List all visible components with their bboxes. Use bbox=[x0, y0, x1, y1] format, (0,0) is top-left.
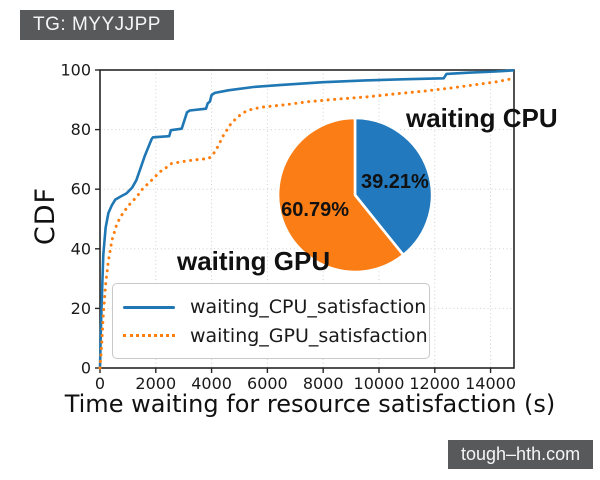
tag-badge: TG: MYYJJPP bbox=[20, 10, 174, 40]
x-tick-label: 4000 bbox=[191, 374, 232, 393]
legend-row-gpu: waiting_GPU_satisfaction bbox=[123, 325, 428, 347]
y-tick-label: 40 bbox=[71, 239, 91, 258]
x-axis-label: Time waiting for resource satisfaction (… bbox=[64, 390, 556, 418]
x-tick-label: 6000 bbox=[247, 374, 288, 393]
y-axis-label: CDF bbox=[30, 186, 61, 246]
cdf-line-gpu bbox=[98, 76, 516, 370]
cdf-line-cpu bbox=[98, 69, 515, 369]
x-tick-label: 0 bbox=[95, 374, 105, 393]
pie-label-waiting-gpu: waiting GPU bbox=[177, 246, 331, 276]
y-tick-label: 60 bbox=[71, 180, 91, 199]
x-tick-label: 12000 bbox=[409, 374, 460, 393]
legend-row-cpu: waiting_CPU_satisfaction bbox=[123, 296, 426, 318]
plot-frame bbox=[99, 69, 515, 369]
pie-inset: 39.21% 60.79% bbox=[276, 116, 434, 274]
pie-percent-cpu: 39.21% bbox=[361, 171, 429, 193]
x-tick-label: 14000 bbox=[465, 374, 516, 393]
x-tick-label: 10000 bbox=[354, 374, 405, 393]
pie-slice-gpu bbox=[276, 116, 405, 274]
y-tick-label: 20 bbox=[71, 299, 91, 318]
y-tick-label: 80 bbox=[71, 120, 91, 139]
legend-swatch-cpu bbox=[123, 305, 175, 309]
legend-label-cpu: waiting_CPU_satisfaction bbox=[190, 296, 427, 319]
pie-slice-cpu bbox=[353, 116, 434, 257]
y-tick-label: 0 bbox=[81, 359, 91, 378]
tag-text: TG: MYYJJPP bbox=[33, 14, 161, 35]
pie-label-waiting-cpu: waiting CPU bbox=[406, 103, 558, 133]
x-tick-label: 8000 bbox=[303, 374, 344, 393]
legend-label-gpu: waiting_GPU_satisfaction bbox=[190, 324, 428, 347]
watermark-text: tough–hth.com bbox=[461, 444, 581, 464]
x-tick-label: 2000 bbox=[135, 374, 176, 393]
watermark-badge: tough–hth.com bbox=[448, 440, 594, 469]
y-tick-label: 100 bbox=[60, 61, 91, 80]
legend: waiting_CPU_satisfaction waiting_GPU_sat… bbox=[112, 283, 430, 359]
pie-percent-gpu: 60.79% bbox=[281, 199, 349, 221]
legend-swatch-gpu bbox=[123, 334, 175, 338]
